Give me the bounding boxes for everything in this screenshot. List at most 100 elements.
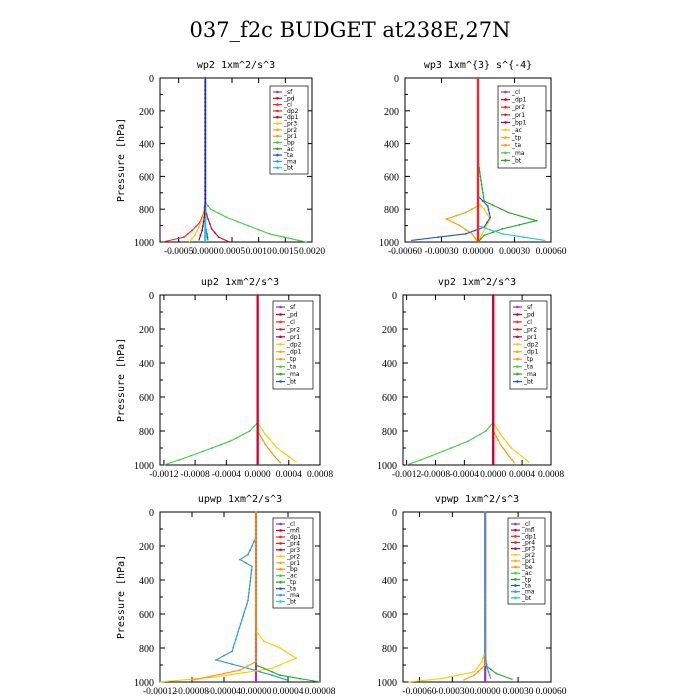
data-point — [204, 237, 207, 239]
data-point — [492, 302, 495, 304]
data-point — [255, 636, 257, 639]
data-point — [477, 237, 479, 239]
data-point — [477, 85, 479, 87]
data-point — [255, 652, 257, 655]
x-tick-label: 0.00000 — [463, 247, 494, 257]
legend-label: _tp — [286, 579, 296, 586]
legend-marker — [279, 350, 282, 354]
data-point — [236, 220, 239, 223]
data-point — [492, 313, 495, 316]
legend-marker — [279, 542, 282, 545]
data-point — [247, 665, 249, 667]
data-point — [492, 337, 495, 340]
chart-panel-2: wp3 1xm^{3} s^{-4}02004006008001000-0.00… — [379, 60, 567, 257]
series-pr1 — [477, 77, 492, 243]
y-tick-label: 200 — [382, 325, 397, 336]
data-point — [256, 337, 259, 340]
data-point — [485, 663, 488, 666]
data-point — [282, 451, 284, 454]
data-point — [487, 670, 490, 673]
data-point — [204, 121, 207, 124]
data-point — [239, 623, 242, 625]
data-point — [479, 175, 482, 178]
series-line — [163, 295, 259, 466]
data-point — [484, 559, 487, 562]
y-tick-label: 1000 — [377, 461, 397, 472]
data-point — [201, 225, 204, 228]
data-point — [240, 619, 243, 621]
data-point — [255, 648, 257, 651]
legend-marker — [504, 105, 507, 109]
legend-marker — [504, 151, 507, 155]
data-point — [477, 109, 479, 111]
data-point — [193, 234, 196, 237]
data-point — [477, 105, 479, 107]
data-point — [477, 101, 479, 103]
data-point — [484, 673, 487, 675]
data-point — [204, 85, 207, 87]
data-point — [464, 211, 467, 214]
legend-label: _dp2 — [283, 108, 299, 115]
data-point — [256, 408, 259, 411]
data-point — [204, 145, 207, 148]
legend-label: _cl — [286, 521, 295, 528]
data-point — [295, 657, 297, 660]
data-point — [477, 213, 479, 215]
data-point — [484, 543, 487, 545]
data-point — [204, 141, 207, 144]
data-point — [484, 599, 487, 602]
legend-marker — [276, 153, 279, 157]
data-point — [255, 592, 257, 594]
legend-marker — [504, 143, 507, 147]
data-point — [477, 221, 479, 223]
data-point — [477, 113, 479, 115]
x-tick-label: 0.00060 — [536, 687, 567, 697]
legend-marker — [279, 580, 282, 584]
y-tick-label: 400 — [382, 359, 397, 370]
data-point — [484, 655, 487, 658]
series-pr2 — [444, 77, 479, 243]
data-point — [238, 627, 241, 629]
x-tick-label: -0.00060 — [388, 247, 422, 257]
chart-panel-1: wp2 1xm^2/s^302004006008001000-0.00050.0… — [116, 60, 325, 257]
data-point — [245, 562, 247, 564]
data-point — [456, 674, 459, 677]
legend-marker — [514, 528, 517, 532]
data-point — [255, 624, 257, 627]
data-point — [209, 223, 211, 225]
data-point — [199, 234, 202, 237]
data-point — [256, 317, 259, 320]
data-point — [492, 373, 495, 375]
data-point — [484, 571, 487, 574]
data-point — [253, 540, 255, 543]
data-point — [256, 420, 259, 423]
legend-label: _pr2 — [511, 104, 525, 111]
data-point — [256, 456, 259, 458]
data-point — [492, 357, 495, 360]
series-cl — [162, 77, 207, 243]
data-point — [204, 189, 207, 192]
legend-marker — [514, 571, 517, 575]
data-point — [250, 573, 253, 575]
legend-marker — [279, 567, 282, 571]
data-point — [255, 523, 257, 525]
data-point — [503, 438, 505, 440]
data-point — [255, 527, 257, 530]
data-point — [259, 425, 262, 428]
data-point — [445, 218, 448, 220]
legend-label: _pr1 — [286, 560, 300, 567]
data-point — [276, 447, 278, 449]
data-point — [232, 646, 235, 649]
data-point — [255, 519, 257, 521]
legend-label: _ma — [286, 371, 300, 378]
data-point — [239, 669, 241, 671]
data-point — [202, 450, 204, 453]
data-point — [225, 216, 228, 219]
x-tick-label: -0.0004 — [450, 470, 480, 480]
legend-label: _ac — [511, 127, 522, 134]
data-point — [486, 221, 488, 224]
data-point — [207, 205, 209, 207]
legend-marker — [514, 559, 517, 563]
legend-marker — [514, 522, 517, 526]
data-point — [284, 650, 287, 653]
